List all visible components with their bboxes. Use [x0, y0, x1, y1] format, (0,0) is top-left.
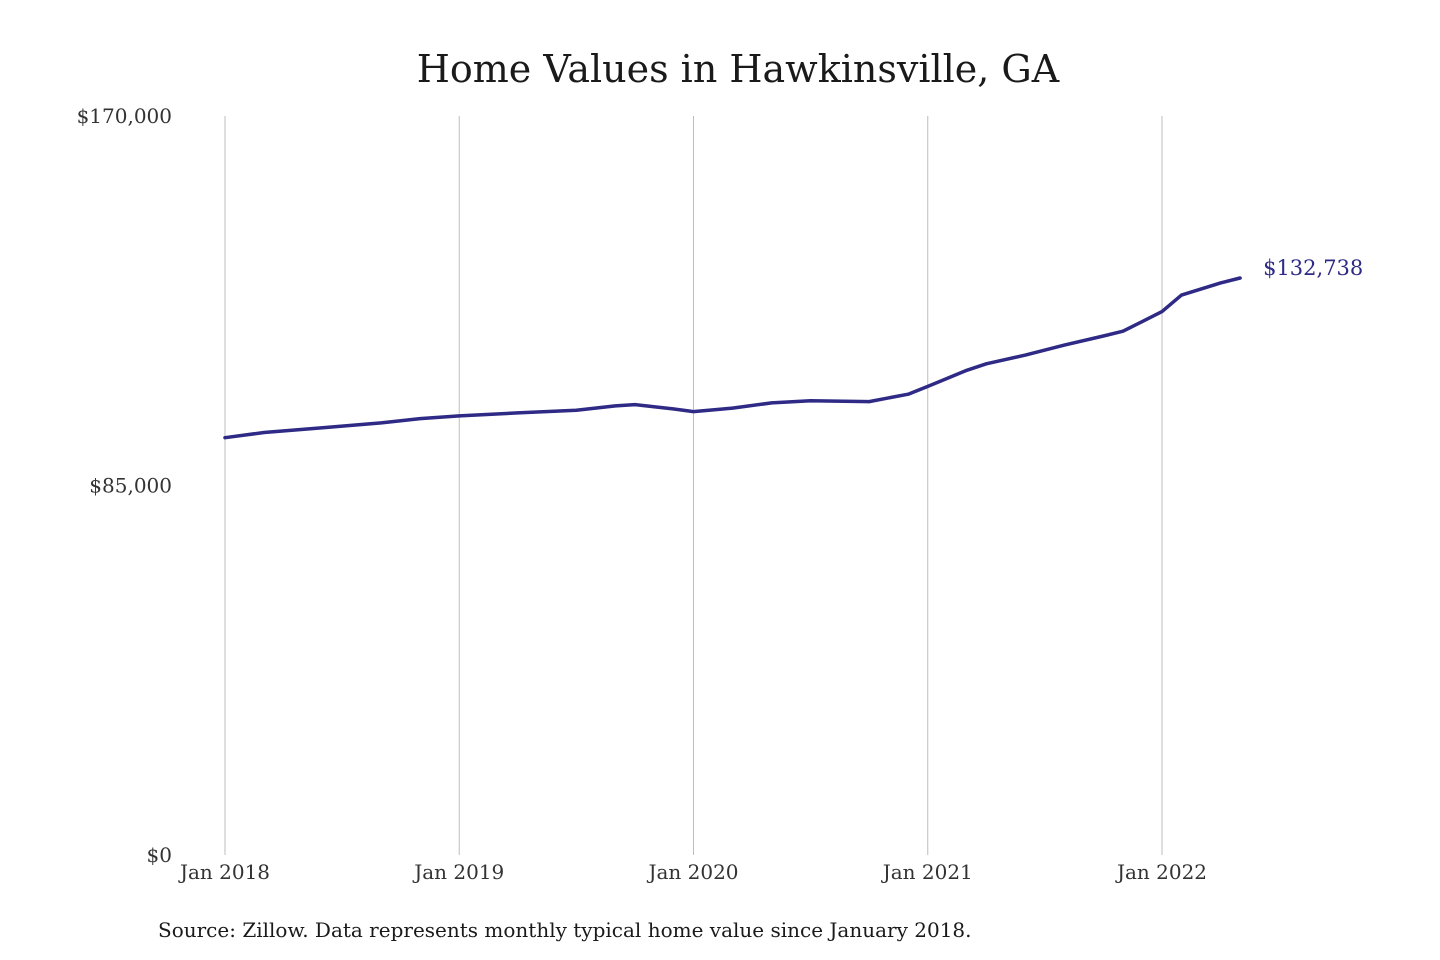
x-tick-label: Jan 2020 [646, 860, 738, 884]
data-point [984, 362, 988, 366]
y-tick-label: $0 [147, 843, 172, 867]
data-point [1023, 353, 1027, 357]
data-point [223, 436, 227, 440]
data-point [731, 406, 735, 410]
data-point [906, 392, 910, 396]
data-point [262, 430, 266, 434]
x-tick-label: Jan 2021 [881, 860, 973, 884]
data-point [926, 384, 930, 388]
data-point [1121, 329, 1125, 333]
data-point [379, 421, 383, 425]
data-point [867, 400, 871, 404]
data-point [770, 401, 774, 405]
data-point [692, 410, 695, 414]
x-axis-ticks: Jan 2018 Jan 2019 Jan 2020 Jan 2021 Jan 2022 [178, 860, 1207, 884]
series-line [223, 276, 1242, 440]
data-point [516, 411, 520, 415]
data-point [1160, 310, 1164, 314]
x-tick-label: Jan 2018 [178, 860, 270, 884]
data-point [965, 368, 969, 372]
data-point [574, 408, 578, 412]
y-tick-label: $85,000 [89, 474, 172, 498]
y-axis-ticks: $0 $85,000 $170,000 [77, 104, 172, 867]
data-point [1238, 276, 1242, 280]
x-tick-label: Jan 2019 [412, 860, 504, 884]
data-point [1180, 293, 1184, 297]
data-point [1101, 334, 1105, 338]
gridlines [224, 116, 1163, 855]
data-point [613, 404, 617, 408]
data-point [418, 417, 422, 421]
data-point [457, 414, 461, 418]
x-tick-label: Jan 2022 [1115, 860, 1207, 884]
chart-title: Home Values in Hawkinsville, GA [417, 47, 1060, 91]
end-value-label: $132,738 [1263, 256, 1363, 280]
data-point [672, 407, 676, 411]
data-point [633, 403, 637, 407]
data-point [809, 399, 813, 403]
data-point [1062, 343, 1066, 347]
data-point [1219, 281, 1223, 285]
data-point [321, 426, 325, 430]
y-tick-label: $170,000 [77, 104, 172, 128]
series-layer [223, 276, 1242, 440]
source-note: Source: Zillow. Data represents monthly … [158, 918, 972, 942]
